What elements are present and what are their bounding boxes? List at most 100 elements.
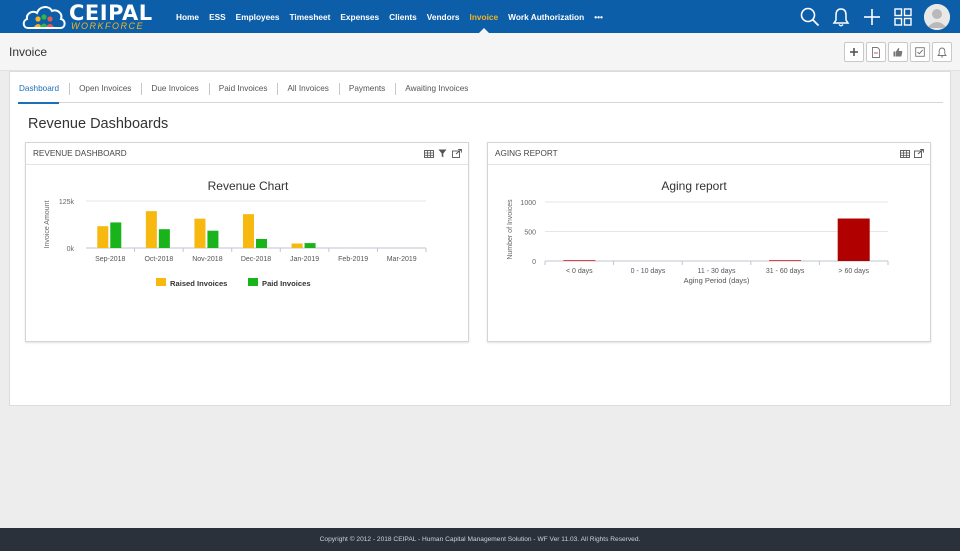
logo-subtitle: WORKFORCE xyxy=(71,21,144,31)
nav-item-clients[interactable]: Clients xyxy=(389,11,417,22)
legend-label: Paid Invoices xyxy=(262,279,311,288)
nav-item-vendors[interactable]: Vendors xyxy=(426,11,460,22)
x-tick-label: Jan-2019 xyxy=(290,256,319,263)
bar-raised-invoices xyxy=(145,211,157,248)
approve-button[interactable] xyxy=(888,42,908,62)
notify-button[interactable] xyxy=(932,42,952,62)
x-tick-label: 0 - 10 days xyxy=(631,268,666,275)
table-icon[interactable] xyxy=(899,148,910,159)
x-tick-label: Mar-2019 xyxy=(387,256,417,263)
bar-paid-invoices xyxy=(158,229,170,248)
x-tick-label: < 0 days xyxy=(566,268,593,275)
y-tick-label: 1000 xyxy=(520,200,536,207)
main-content: Dashboard Open Invoices Due Invoices Paid I… xyxy=(9,71,951,406)
avatar[interactable] xyxy=(924,3,950,30)
plus-icon[interactable] xyxy=(861,6,883,28)
checklist-icon xyxy=(915,47,925,57)
revenue-dashboard-panel: REVENUE DASHBOARD Revenue Chart 0k 125k Inv… xyxy=(25,142,469,342)
x-tick-label: > 60 days xyxy=(838,268,869,275)
chart-title: Revenue Chart xyxy=(208,179,289,193)
nav-item-invoice[interactable]: Invoice xyxy=(470,0,498,33)
panel-title: AGING REPORT xyxy=(495,149,558,158)
export-icon[interactable] xyxy=(913,148,924,159)
nav-item-employees[interactable]: Employees xyxy=(235,11,280,22)
legend-label: Raised Invoices xyxy=(170,279,227,288)
nav-item-more[interactable]: ••• xyxy=(594,11,603,22)
nav-item-ess[interactable]: ESS xyxy=(209,11,226,22)
table-icon[interactable] xyxy=(423,148,434,159)
x-tick-label: Sep-2018 xyxy=(95,256,125,263)
aging-report-panel: AGING REPORT Aging report 0 500 1000 Number … xyxy=(487,142,931,342)
section-title: Revenue Dashboards xyxy=(28,116,169,132)
x-tick-label: 31 - 60 days xyxy=(766,268,805,275)
y-tick-label: 0 xyxy=(532,259,536,266)
footer: Copyright © 2012 - 2018 CEIPAL - Human C… xyxy=(0,528,960,551)
x-tick-label: Nov-2018 xyxy=(192,256,222,263)
top-icons xyxy=(790,0,950,33)
panel-icons xyxy=(896,148,924,159)
filter-icon[interactable] xyxy=(437,148,448,159)
header-actions xyxy=(842,42,952,62)
cloud-people-icon xyxy=(22,6,66,29)
panel-header: AGING REPORT xyxy=(488,143,930,165)
checklist-button[interactable] xyxy=(910,42,930,62)
bar-raised-invoices xyxy=(194,218,206,248)
x-tick-label: Feb-2019 xyxy=(338,256,368,263)
panel-icons xyxy=(420,148,462,159)
tab-all-invoices[interactable]: All Invoices xyxy=(277,81,338,99)
pdf-button[interactable] xyxy=(866,42,886,62)
bar-aging xyxy=(563,260,596,261)
bar-raised-invoices xyxy=(243,214,254,248)
bell-icon xyxy=(937,47,947,58)
search-icon[interactable] xyxy=(799,6,821,28)
tab-due-invoices[interactable]: Due Invoices xyxy=(141,81,208,99)
bar-raised-invoices xyxy=(291,243,303,248)
grid-icon[interactable] xyxy=(892,6,914,28)
revenue-chart: Revenue Chart 0k 125k Invoice Amount Sep-201… xyxy=(44,179,427,288)
tab-awaiting-invoices[interactable]: Awaiting Invoices xyxy=(395,81,478,99)
bar-raised-invoices xyxy=(97,226,109,248)
legend-swatch xyxy=(156,278,166,286)
page-header: Invoice xyxy=(0,33,960,71)
legend-swatch xyxy=(248,278,258,286)
panel-header: REVENUE DASHBOARD xyxy=(26,143,468,165)
tab-dashboard[interactable]: Dashboard xyxy=(18,81,69,104)
export-icon[interactable] xyxy=(451,148,462,159)
nav-item-timesheet[interactable]: Timesheet xyxy=(289,11,331,22)
ceipal-logo[interactable]: CEIPAL WORKFORCE xyxy=(22,1,162,32)
add-icon xyxy=(850,48,858,56)
bar-paid-invoices xyxy=(256,238,267,248)
tab-payments[interactable]: Payments xyxy=(338,81,395,99)
bar-paid-invoices xyxy=(110,222,122,248)
chart-title: Aging report xyxy=(661,179,727,193)
tab-paid-invoices[interactable]: Paid Invoices xyxy=(208,81,278,99)
y-axis-label: Invoice Amount xyxy=(44,201,51,249)
nav-item-expenses[interactable]: Expenses xyxy=(340,11,380,22)
x-axis-label: Aging Period (days) xyxy=(684,276,750,285)
pdf-icon xyxy=(872,46,880,58)
invoice-tabs: Dashboard Open Invoices Due Invoices Paid I… xyxy=(18,81,943,104)
bar-paid-invoices xyxy=(304,243,316,248)
add-button[interactable] xyxy=(844,42,864,62)
bell-icon[interactable] xyxy=(830,6,852,28)
x-tick-label: Dec-2018 xyxy=(241,256,271,263)
y-tick-label: 125k xyxy=(59,199,75,206)
thumbs-up-icon xyxy=(893,47,903,57)
tab-open-invoices[interactable]: Open Invoices xyxy=(69,81,141,99)
x-tick-label: Oct-2018 xyxy=(144,256,173,263)
aging-chart: Aging report 0 500 1000 Number of Invoices < … xyxy=(507,179,889,285)
logo-wordmark: CEIPAL xyxy=(69,1,153,25)
y-axis-label: Number of Invoices xyxy=(507,199,514,260)
bar-aging xyxy=(769,260,802,261)
bar-paid-invoices xyxy=(207,230,219,248)
main-nav: Home ESS Employees Timesheet Expenses Clients… xyxy=(176,0,613,33)
page-title: Invoice xyxy=(9,45,48,59)
x-tick-label: 11 - 30 days xyxy=(697,268,736,275)
panel-title: REVENUE DASHBOARD xyxy=(33,149,127,158)
nav-item-work-authorization[interactable]: Work Authorization xyxy=(508,11,585,22)
bar-aging xyxy=(837,218,870,261)
top-navbar: CEIPAL WORKFORCE Home ESS Employees Timeshe… xyxy=(0,0,960,33)
nav-item-home[interactable]: Home xyxy=(176,11,200,22)
y-tick-label: 0k xyxy=(67,246,75,253)
y-tick-label: 500 xyxy=(524,230,536,237)
